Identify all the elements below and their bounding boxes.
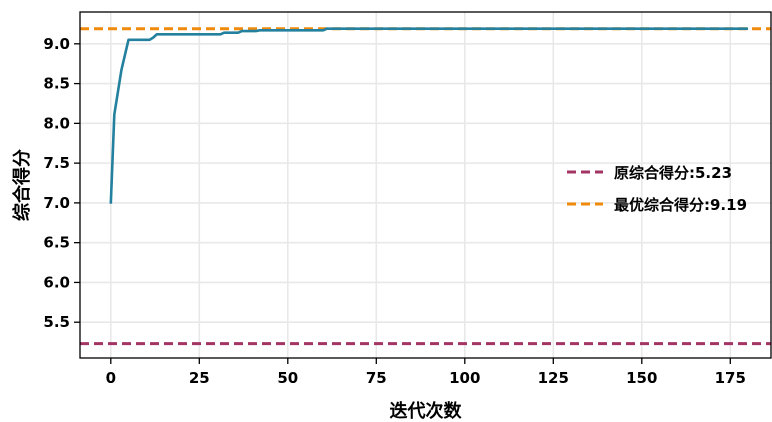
x-tick-label: 150 [626,369,657,387]
legend-label: 最优综合得分:9.19 [614,196,747,214]
x-tick-label: 50 [277,369,298,387]
grid [80,12,771,358]
x-tick-label: 125 [538,369,569,387]
x-tick-label: 175 [715,369,746,387]
y-tick-label: 6.0 [43,273,70,291]
y-tick-label: 8.5 [43,75,70,93]
y-tick-label: 7.5 [43,154,70,172]
y-tick-label: 8.0 [43,114,70,132]
series-lines [109,27,748,204]
reference-lines [80,27,771,346]
x-tick-label: 100 [449,369,480,387]
x-tick-label: 0 [106,369,116,387]
y-tick-label: 5.5 [43,313,70,331]
y-tick-label: 9.0 [43,35,70,53]
legend: 原综合得分:5.23 最优综合得分:9.19 [567,164,747,214]
x-tick-label: 25 [189,369,210,387]
y-axis-label: 综合得分 [11,149,33,221]
y-tick-label: 7.0 [43,194,70,212]
score-curve [109,27,748,204]
legend-label: 原综合得分:5.23 [614,164,732,182]
axis-ticks: 0 25 50 75 100 125 150 175 5.5 6.0 6.5 7.0 7.5 8.0 8.5… [43,35,746,387]
x-axis-label: 迭代次数 [390,400,463,422]
plot-frame [79,11,772,359]
x-tick-label: 75 [366,369,387,387]
y-tick-label: 6.5 [43,234,70,252]
